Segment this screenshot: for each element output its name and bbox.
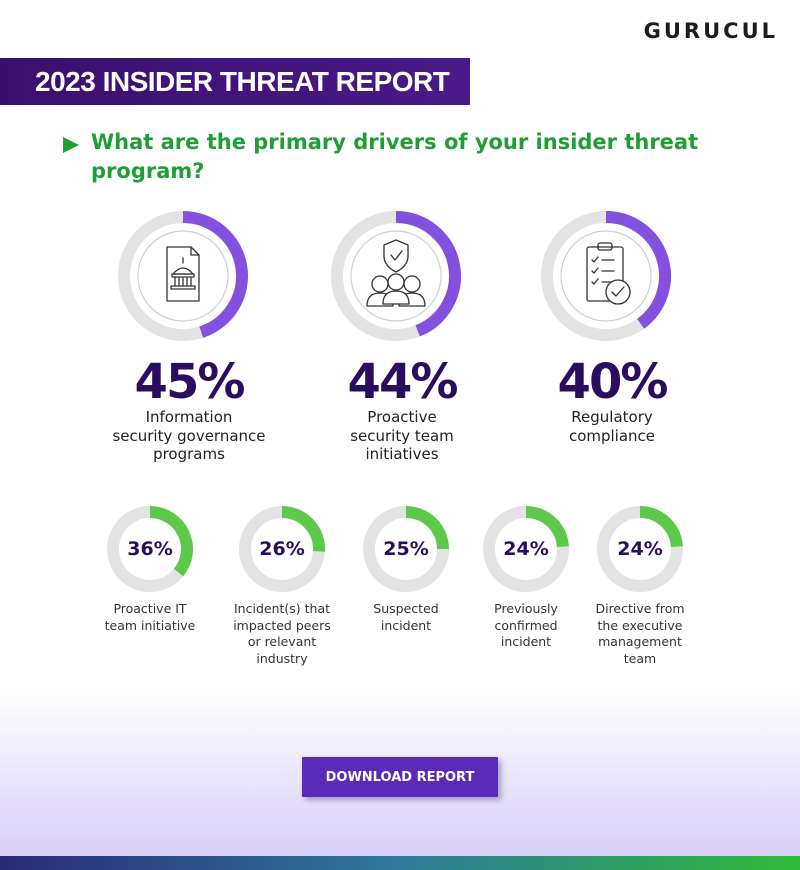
donut-percent-label: 36% bbox=[127, 538, 173, 560]
donut-category-label: Proactive IT team initiative bbox=[104, 601, 196, 633]
donut-value-arc bbox=[182, 211, 248, 338]
banner-title: 2023 INSIDER THREAT REPORT bbox=[35, 66, 450, 97]
donut-category-label: Previously confirmed incident bbox=[494, 601, 558, 649]
donut-percent-label: 24% bbox=[617, 538, 663, 560]
donut-value-arc bbox=[405, 506, 449, 550]
donut-value-arc bbox=[395, 211, 461, 337]
icon-circle bbox=[137, 230, 229, 322]
donut-category-label: Information security governance programs bbox=[112, 408, 266, 463]
donut-percent-label: 24% bbox=[503, 538, 549, 560]
question-heading: What are the primary drivers of your ins… bbox=[91, 130, 699, 183]
donut-percent-label: 45% bbox=[134, 354, 246, 410]
donut-category-label: Directive from the executive management tea… bbox=[595, 601, 685, 666]
donut-value-arc bbox=[525, 506, 569, 548]
donut-category-label: Incident(s) that impacted peers or relevan… bbox=[233, 601, 331, 666]
donut-category-label: Suspected incident bbox=[373, 601, 439, 633]
clipboard-checklist-icon bbox=[586, 242, 631, 305]
donut-percent-label: 25% bbox=[383, 538, 429, 560]
icon-circle bbox=[560, 230, 652, 322]
donut-value-arc bbox=[281, 506, 325, 552]
donut-percent-label: 40% bbox=[557, 354, 669, 410]
download-report-button[interactable]: DOWNLOAD REPORT bbox=[302, 757, 498, 797]
donut-value-arc bbox=[639, 506, 683, 548]
gurucul-logo: GURUCUL bbox=[643, 19, 778, 43]
donut-percent-label: 26% bbox=[259, 538, 305, 560]
donut-category-label: Regulatory compliance bbox=[568, 408, 656, 445]
donut-category-label: Proactive security team initiatives bbox=[350, 408, 454, 463]
donut-value-arc bbox=[149, 506, 193, 577]
shield-team-icon bbox=[366, 239, 426, 307]
play-arrow-icon bbox=[63, 137, 79, 153]
report-banner: 2023 INSIDER THREAT REPORT bbox=[0, 58, 470, 105]
donut-value-arc bbox=[605, 211, 671, 329]
government-document-icon bbox=[166, 246, 200, 302]
donut-percent-label: 44% bbox=[347, 354, 459, 410]
bottom-gradient-bar bbox=[0, 856, 800, 870]
